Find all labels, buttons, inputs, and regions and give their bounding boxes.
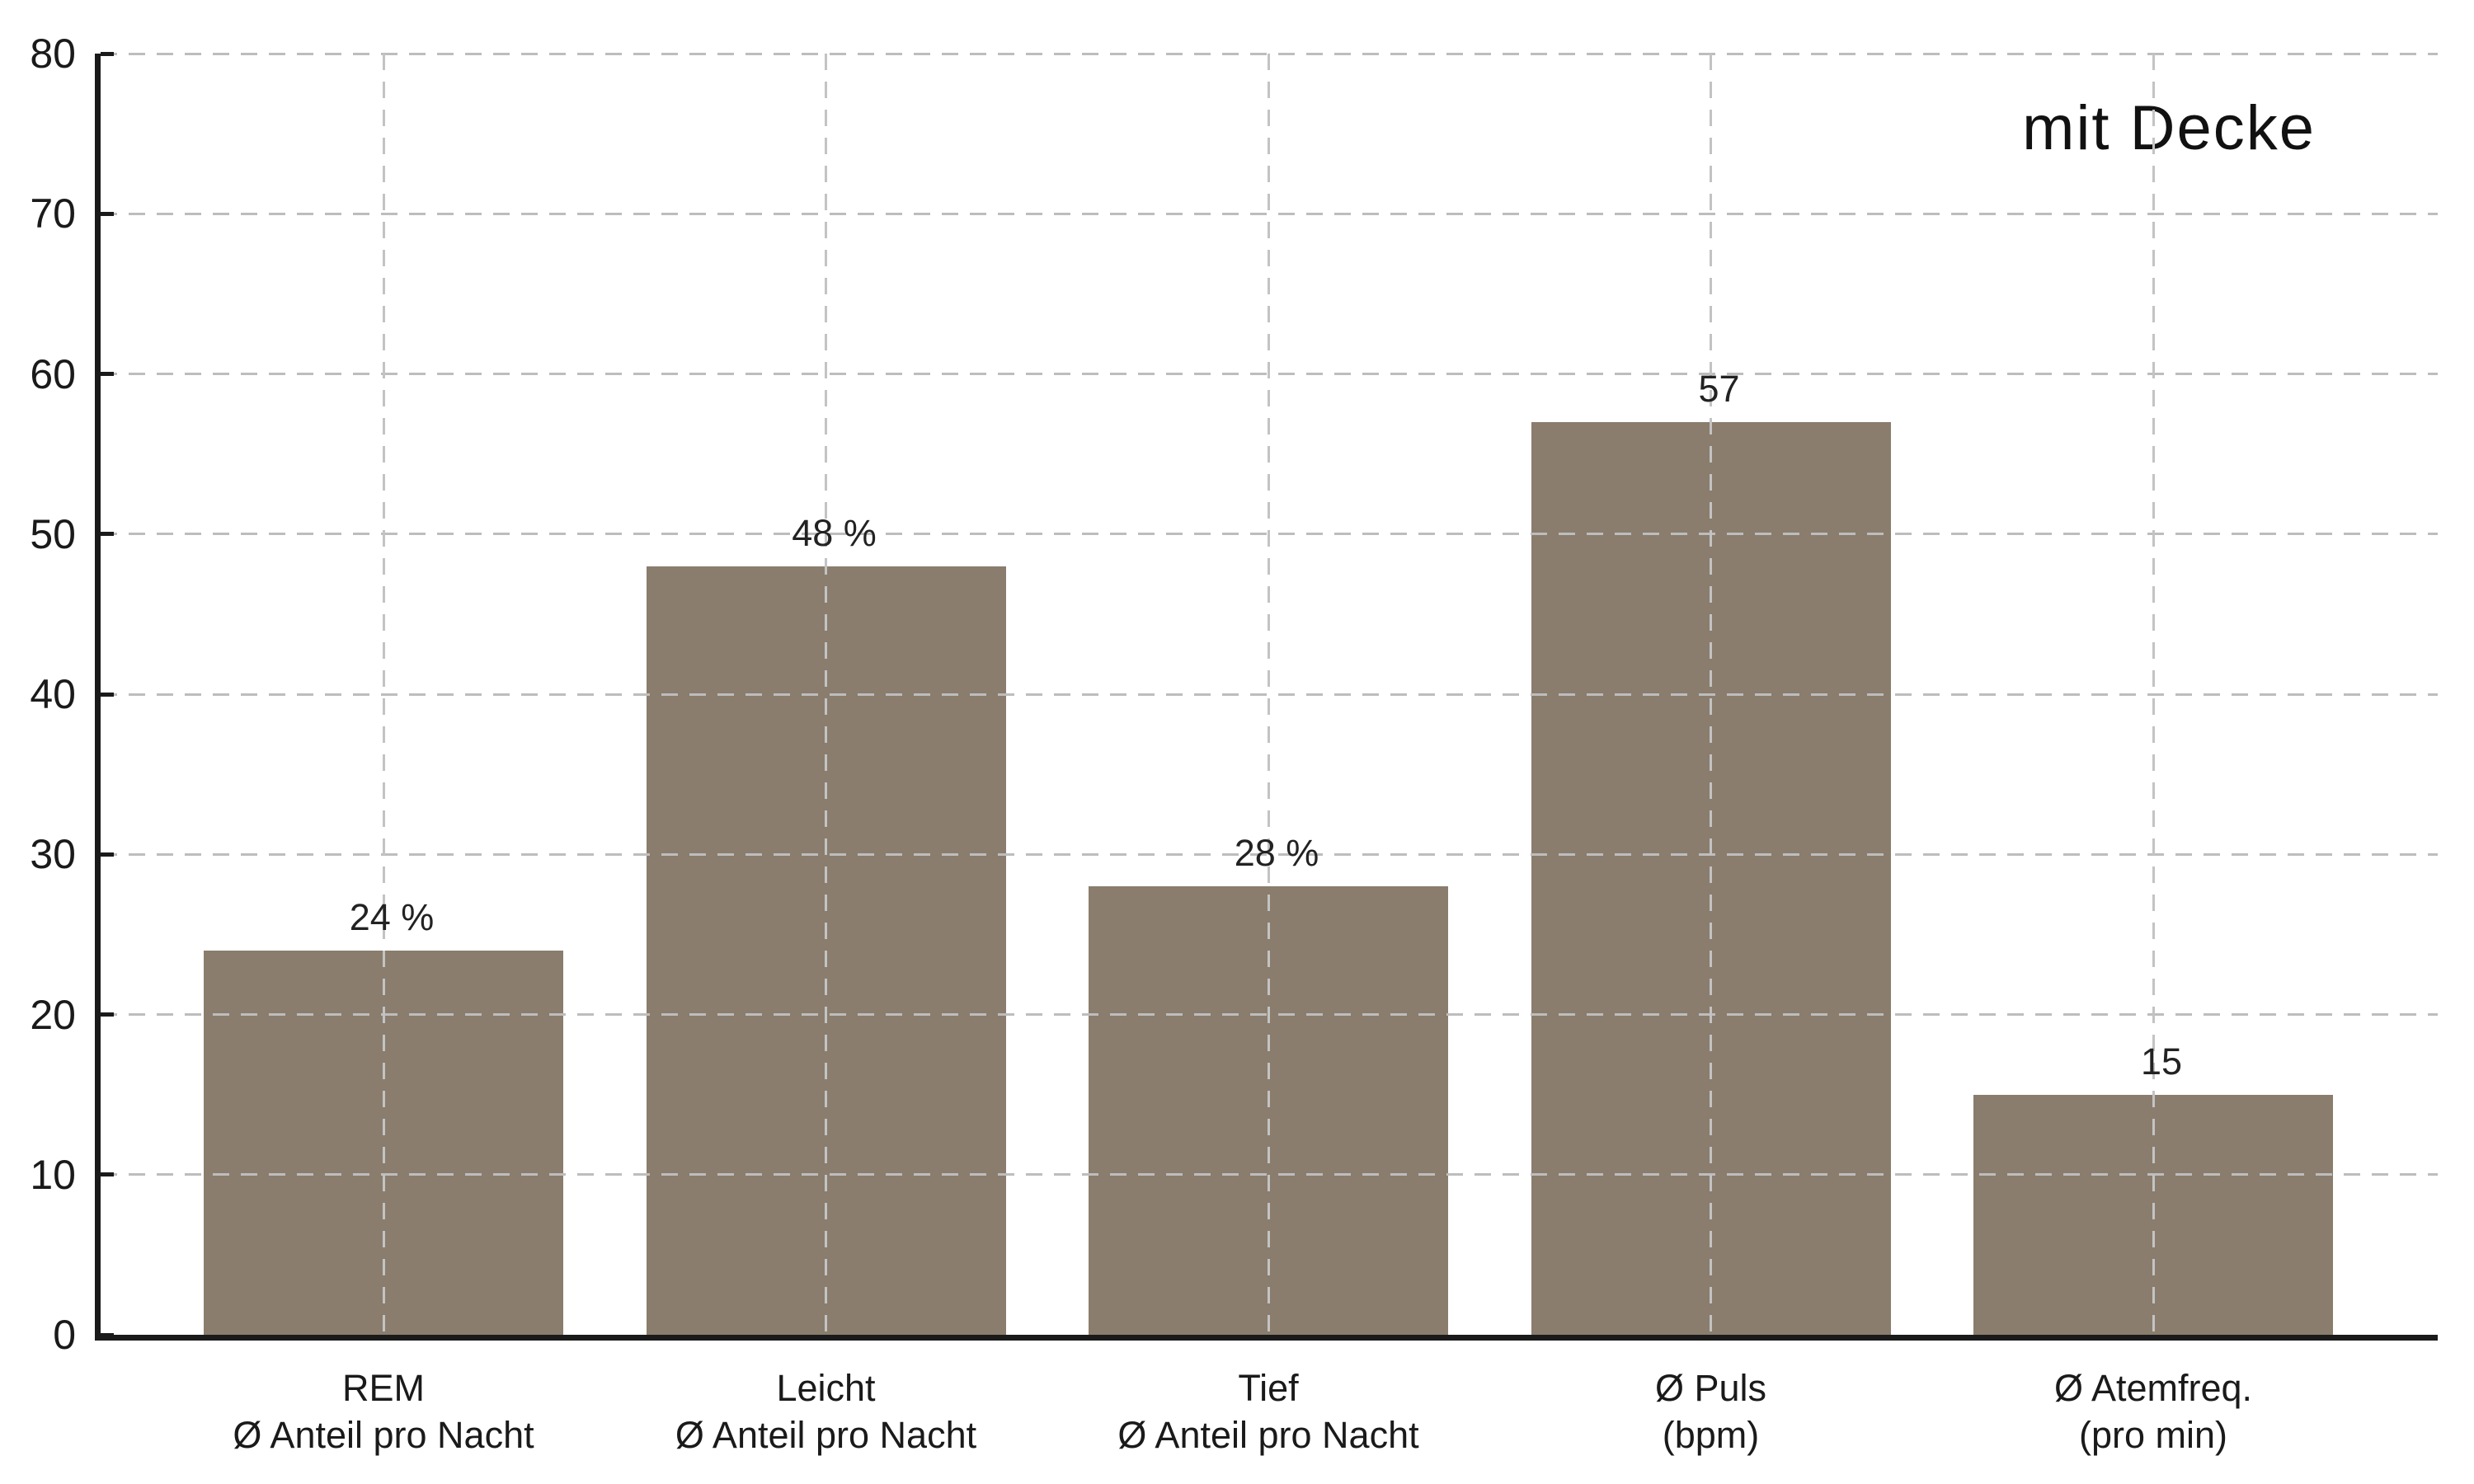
x-tick-label-line: Ø Anteil pro Nacht (1117, 1414, 1419, 1456)
bar-value-label: 28 % (1234, 832, 1319, 875)
x-tick-label: REM Ø Anteil pro Nacht (161, 1364, 606, 1458)
vertical-gridline (1710, 54, 1712, 1335)
bar-value-label: 24 % (349, 895, 435, 938)
x-tick-label-line: (bpm) (1662, 1414, 1760, 1456)
chart-annotation: mit Decke (2022, 93, 2316, 163)
x-tick-label: Ø Atemfreq. (pro min) (1931, 1364, 2376, 1458)
y-axis-spine (95, 54, 101, 1341)
y-tick-label: 70 (30, 190, 76, 237)
bar-value-label: 48 % (792, 511, 877, 554)
vertical-gridline (2152, 54, 2155, 1335)
vertical-gridline (825, 54, 827, 1335)
y-tick-mark (101, 1012, 114, 1017)
x-tick-label-line: Ø Anteil pro Nacht (675, 1414, 977, 1456)
y-tick-label: 10 (30, 1151, 76, 1198)
x-tick-label-line: Ø Atemfreq. (2053, 1367, 2253, 1409)
y-tick-label: 30 (30, 831, 76, 878)
x-axis-spine (95, 1335, 2438, 1341)
y-tick-mark (101, 51, 114, 56)
x-tick-label-line: Ø Anteil pro Nacht (233, 1414, 534, 1456)
y-tick-mark (101, 852, 114, 857)
y-tick-label: 60 (30, 350, 76, 397)
bar-value-label: 15 (2140, 1040, 2183, 1082)
x-tick-label-line: Ø Puls (1654, 1367, 1767, 1409)
x-tick-label-line: (pro min) (2078, 1414, 2228, 1456)
y-tick-mark (101, 1172, 114, 1177)
x-tick-label-line: REM (342, 1367, 425, 1409)
x-tick-label: Ø Puls (bpm) (1489, 1364, 1934, 1458)
vertical-gridline (382, 54, 385, 1335)
y-tick-label: 80 (30, 31, 76, 77)
plot-area: 24 % 48 % 28 % 57 15 (101, 52, 2438, 1335)
bar-value-label: 57 (1698, 367, 1740, 410)
x-tick-label-line: Tief (1238, 1367, 1299, 1409)
y-tick-label: 20 (30, 991, 76, 1038)
y-tick-mark (101, 211, 114, 216)
x-tick-label: Leicht Ø Anteil pro Nacht (604, 1364, 1049, 1458)
x-tick-label: Tief Ø Anteil pro Nacht (1046, 1364, 1491, 1458)
vertical-gridline (1267, 54, 1270, 1335)
y-tick-mark (101, 1332, 114, 1337)
y-tick-label: 50 (30, 510, 76, 557)
y-tick-label: 0 (53, 1312, 76, 1358)
y-tick-mark (101, 692, 114, 697)
x-tick-label-line: Leicht (776, 1367, 876, 1409)
y-tick-mark (101, 532, 114, 537)
y-tick-mark (101, 372, 114, 376)
y-tick-label: 40 (30, 671, 76, 717)
